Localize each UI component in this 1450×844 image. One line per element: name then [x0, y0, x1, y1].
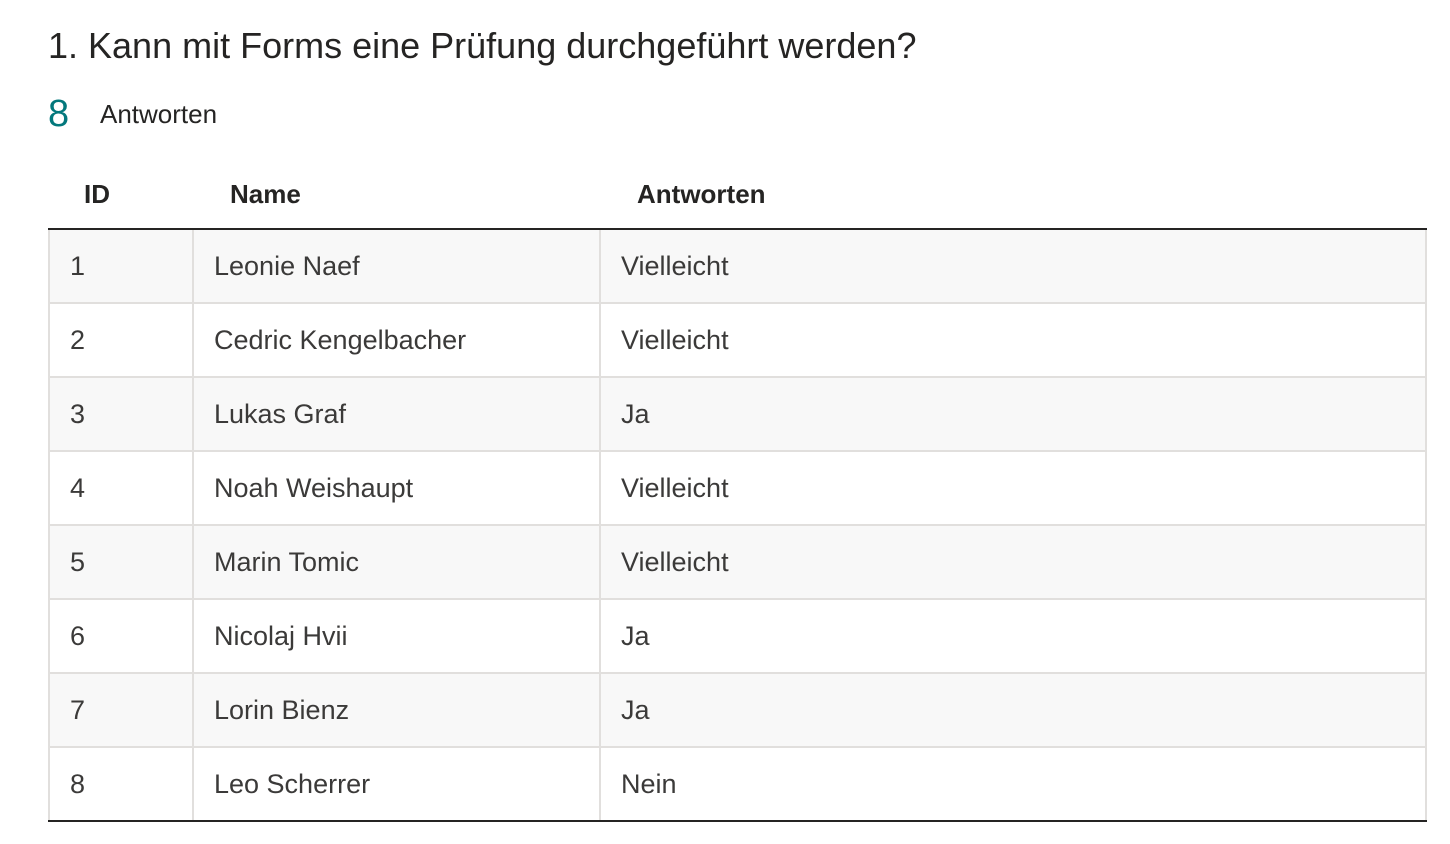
table-row[interactable]: 1 Leonie Naef Vielleicht — [48, 229, 1427, 304]
cell-name: Noah Weishaupt — [192, 451, 601, 526]
cell-answer: Vielleicht — [599, 229, 1427, 304]
table-row[interactable]: 4 Noah Weishaupt Vielleicht — [48, 451, 1427, 526]
response-count-label: Antworten — [100, 99, 218, 129]
table-row[interactable]: 7 Lorin Bienz Ja — [48, 673, 1427, 748]
cell-answer: Ja — [599, 377, 1427, 452]
cell-name: Lukas Graf — [192, 377, 601, 452]
table-row[interactable]: 8 Leo Scherrer Nein — [48, 747, 1427, 822]
cell-id: 7 — [48, 673, 194, 748]
cell-name: Marin Tomic — [192, 525, 601, 600]
cell-answer: Ja — [599, 673, 1427, 748]
cell-id: 6 — [48, 599, 194, 674]
cell-id: 4 — [48, 451, 194, 526]
cell-answer: Vielleicht — [599, 451, 1427, 526]
table-body: 1 Leonie Naef Vielleicht 2 Cedric Kengel… — [48, 229, 1427, 822]
column-header-id[interactable]: ID — [49, 160, 193, 230]
cell-name: Leonie Naef — [192, 229, 601, 304]
question-title: 1. Kann mit Forms eine Prüfung durchgefü… — [48, 25, 917, 66]
cell-name: Nicolaj Hvii — [192, 599, 601, 674]
cell-name: Leo Scherrer — [192, 747, 601, 822]
cell-answer: Vielleicht — [599, 525, 1427, 600]
table-row[interactable]: 6 Nicolaj Hvii Ja — [48, 599, 1427, 674]
cell-answer: Ja — [599, 599, 1427, 674]
table-row[interactable]: 5 Marin Tomic Vielleicht — [48, 525, 1427, 600]
cell-answer: Nein — [599, 747, 1427, 822]
response-count-summary: 8 Antworten — [48, 92, 217, 136]
cell-id: 5 — [48, 525, 194, 600]
cell-answer: Vielleicht — [599, 303, 1427, 378]
cell-id: 1 — [48, 229, 194, 304]
column-header-name[interactable]: Name — [193, 160, 600, 230]
table-row[interactable]: 3 Lukas Graf Ja — [48, 377, 1427, 452]
cell-name: Lorin Bienz — [192, 673, 601, 748]
table-header-row: ID Name Antworten — [49, 160, 1426, 230]
responses-table: ID Name Antworten 1 Leonie Naef Vielleic… — [48, 160, 1427, 822]
table-header: ID Name Antworten — [49, 160, 1426, 230]
responses-table-container: ID Name Antworten 1 Leonie Naef Vielleic… — [48, 160, 1427, 822]
cell-id: 2 — [48, 303, 194, 378]
table-row[interactable]: 2 Cedric Kengelbacher Vielleicht — [48, 303, 1427, 378]
column-header-answer[interactable]: Antworten — [600, 160, 1426, 230]
response-count: 8 — [48, 93, 70, 135]
cell-id: 3 — [48, 377, 194, 452]
cell-id: 8 — [48, 747, 194, 822]
cell-name: Cedric Kengelbacher — [192, 303, 601, 378]
